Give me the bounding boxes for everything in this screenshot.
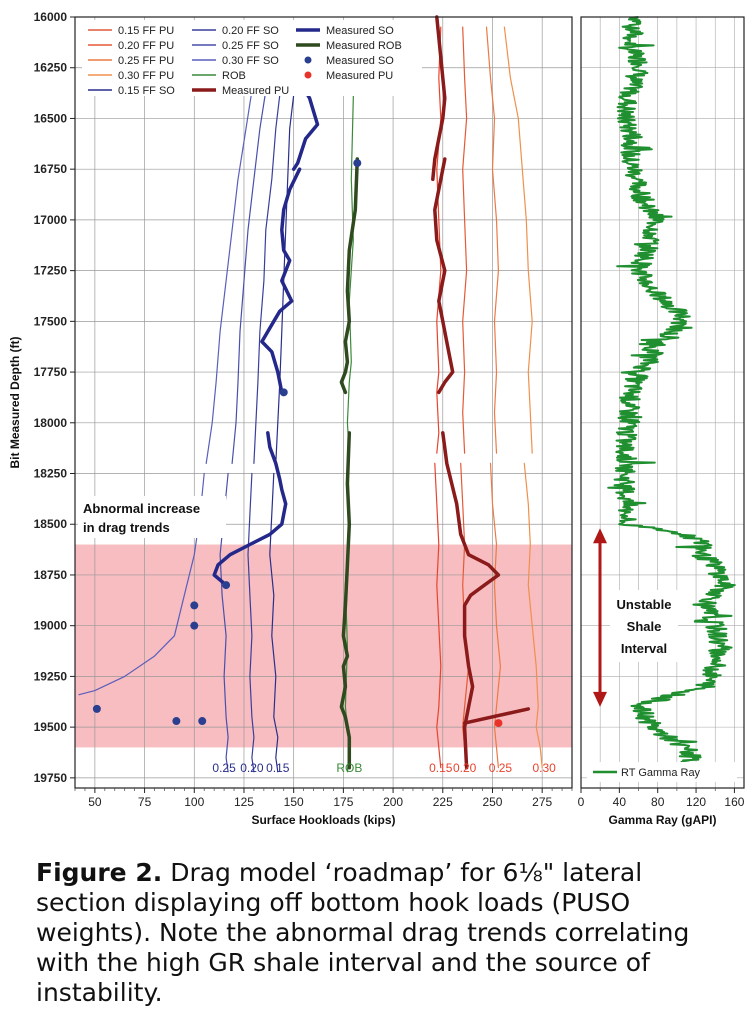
y-tick-label: 19250 bbox=[34, 669, 68, 683]
legend-label: 0.20 FF SO bbox=[222, 25, 279, 37]
y-tick-label: 17750 bbox=[34, 365, 68, 379]
y-tick-label: 18750 bbox=[34, 568, 68, 582]
gamma-ray-chart: Unstable Shale Interval RT Gamma Ray 0 40 80 12… bbox=[578, 17, 745, 827]
legend-swatch bbox=[305, 57, 312, 64]
gr-x-tick-label: 0 bbox=[578, 795, 585, 809]
annotation-text: in drag trends bbox=[83, 520, 170, 535]
end-label: 0.15 bbox=[429, 761, 453, 775]
x-tick-label: 200 bbox=[383, 795, 403, 809]
y-tick-label: 17500 bbox=[34, 314, 68, 328]
x-tick-label: 50 bbox=[88, 795, 102, 809]
end-label: ROB bbox=[336, 761, 362, 775]
end-label: 0.15 bbox=[266, 761, 290, 775]
legend-label: 0.30 FF SO bbox=[222, 55, 279, 67]
end-label: 0.25 bbox=[489, 761, 513, 775]
legend-swatch bbox=[305, 72, 312, 79]
y-tick-label: 17250 bbox=[34, 264, 68, 278]
legend-label: Measured SO bbox=[326, 55, 394, 67]
legend-label: Measured PU bbox=[222, 85, 289, 97]
end-label: 0.30 bbox=[532, 761, 556, 775]
legend-label: ROB bbox=[222, 70, 246, 82]
figure-caption: Figure 2. Drag model ‘roadmap’ for 6⅛" l… bbox=[36, 858, 736, 1008]
y-tick-label: 16000 bbox=[34, 10, 68, 24]
figure: 0.25 0.20 0.15 ROB 0.15 0.20 0.25 0.30 50 75 100 12… bbox=[0, 0, 756, 840]
gr-x-tick-label: 160 bbox=[724, 795, 744, 809]
legend-label: Measured ROB bbox=[326, 40, 402, 52]
data-point bbox=[172, 717, 180, 725]
gr-annotation-text: Unstable bbox=[617, 597, 672, 612]
gr-annotation-text: Shale bbox=[627, 619, 662, 634]
y-tick-label: 18250 bbox=[34, 467, 68, 481]
y-tick-label: 16250 bbox=[34, 61, 68, 75]
data-point bbox=[280, 388, 288, 396]
x-tick-label: 75 bbox=[138, 795, 152, 809]
x-axis-label: Surface Hookloads (kips) bbox=[251, 813, 395, 827]
legend-label: 0.30 FF PU bbox=[118, 70, 174, 82]
data-point bbox=[353, 159, 361, 167]
y-tick-label: 16500 bbox=[34, 111, 68, 125]
y-tick-label: 18000 bbox=[34, 416, 68, 430]
y-tick-label: 17000 bbox=[34, 213, 68, 227]
gr-x-tick-label: 80 bbox=[651, 795, 665, 809]
legend-label: Measured PU bbox=[326, 70, 393, 82]
end-label: 0.20 bbox=[240, 761, 264, 775]
legend-label: 0.20 FF PU bbox=[118, 40, 174, 52]
legend-label: 0.15 FF SO bbox=[118, 85, 175, 97]
x-tick-label: 250 bbox=[482, 795, 502, 809]
x-tick-label: 100 bbox=[184, 795, 204, 809]
data-point bbox=[222, 581, 230, 589]
legend-label: 0.25 FF PU bbox=[118, 55, 174, 67]
legend-label: Measured SO bbox=[326, 25, 394, 37]
data-point bbox=[494, 719, 502, 727]
x-tick-label: 275 bbox=[532, 795, 552, 809]
annotation-text: Abnormal increase bbox=[83, 501, 200, 516]
data-point bbox=[190, 622, 198, 630]
y-tick-label: 19750 bbox=[34, 771, 68, 785]
y-axis-label: Bit Measured Depth (ft) bbox=[8, 336, 22, 468]
caption-label: Figure 2. bbox=[36, 858, 162, 887]
gr-x-tick-label: 120 bbox=[686, 795, 706, 809]
end-label: 0.20 bbox=[453, 761, 477, 775]
x-tick-label: 125 bbox=[234, 795, 254, 809]
legend-label: 0.15 FF PU bbox=[118, 25, 174, 37]
gr-legend-label: RT Gamma Ray bbox=[621, 767, 701, 779]
y-tick-label: 18500 bbox=[34, 517, 68, 531]
x-tick-label: 175 bbox=[333, 795, 353, 809]
y-tick-label: 19000 bbox=[34, 619, 68, 633]
y-tick-label: 16750 bbox=[34, 162, 68, 176]
x-tick-label: 225 bbox=[433, 795, 453, 809]
legend-label: 0.25 FF SO bbox=[222, 40, 279, 52]
data-point bbox=[190, 601, 198, 609]
x-tick-label: 150 bbox=[284, 795, 304, 809]
data-point bbox=[93, 705, 101, 713]
data-point bbox=[198, 717, 206, 725]
gr-plot-area bbox=[581, 17, 744, 788]
gr-annotation-text: Interval bbox=[621, 641, 667, 656]
y-tick-label: 19500 bbox=[34, 720, 68, 734]
gr-x-tick-label: 40 bbox=[613, 795, 627, 809]
end-label: 0.25 bbox=[212, 761, 236, 775]
gr-x-axis-label: Gamma Ray (gAPI) bbox=[608, 813, 716, 827]
legend: 0.15 FF PU 0.20 FF PU 0.25 FF PU 0.30 FF PU… bbox=[82, 20, 422, 97]
